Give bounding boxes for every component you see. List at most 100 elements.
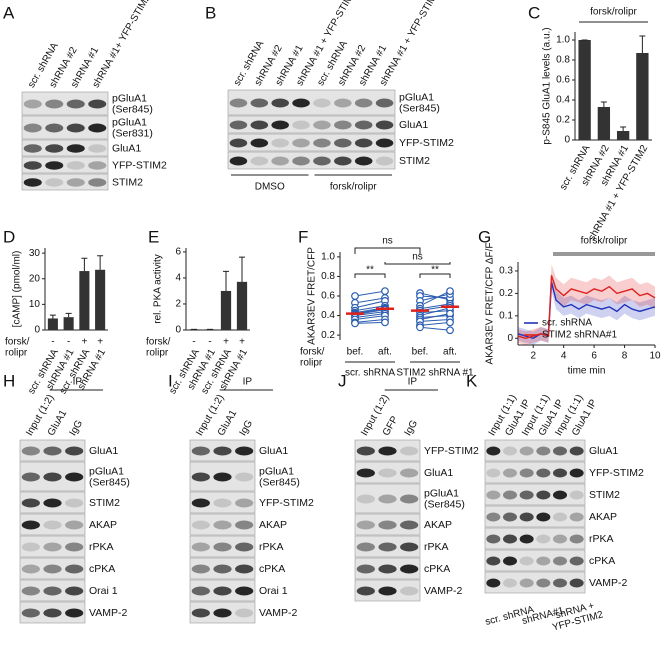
panel-letter: I [168, 371, 173, 390]
blot-band [378, 564, 397, 574]
blot-band [65, 520, 84, 530]
blot-band [536, 446, 551, 456]
band-label: GluA1 [589, 445, 618, 457]
blot-strip [484, 549, 586, 572]
significance: ns [412, 252, 423, 263]
y-tick-label: 0.3 [499, 266, 513, 277]
y-tick-label: 0.6 [556, 75, 570, 86]
blot-band [486, 490, 501, 500]
series-line [517, 275, 656, 339]
x-tick-label: bef. [412, 347, 429, 358]
pair-line [354, 290, 386, 297]
band-label: (Ser845) [399, 102, 440, 114]
blot-band [553, 446, 567, 456]
data-point [381, 318, 389, 327]
sig-bracket [354, 273, 386, 278]
error-bar [65, 312, 72, 318]
blot-band [400, 586, 419, 596]
blot-band [191, 608, 210, 618]
blot-band [191, 586, 210, 596]
pair-line [419, 293, 451, 302]
error-band [518, 273, 655, 345]
band-label: cPKA [589, 555, 615, 567]
blot-band [569, 578, 584, 588]
pair-line [419, 307, 451, 317]
ip-label: IP [243, 377, 253, 388]
treatment-sign: + [239, 337, 245, 348]
band-label: GluA1 [89, 445, 118, 457]
band-label: pGluA1 [112, 116, 147, 128]
blot-band [292, 120, 310, 130]
y-axis-label: AKAR3EV FRET/CFP [307, 247, 318, 345]
y-tick-label: 0.8 [321, 271, 335, 282]
band-label: STIM2 [112, 176, 143, 188]
blot-band [213, 564, 232, 574]
group-label: forsk/rolipr [330, 182, 377, 193]
blot-band [503, 446, 517, 456]
blot-band [250, 120, 269, 130]
blot-band [66, 178, 85, 187]
sig-bracket [354, 247, 421, 254]
blot-band [235, 564, 254, 574]
blot-band [45, 123, 64, 133]
error-bar [97, 255, 104, 270]
y-tick-label: 4 [175, 273, 181, 284]
blot-band [235, 498, 254, 508]
y-tick-label: 0.8 [556, 55, 570, 66]
bar [616, 131, 630, 140]
blot-strip [189, 513, 256, 536]
blot-band [356, 468, 375, 478]
blot-band [375, 138, 394, 148]
blot-band [569, 534, 584, 544]
blot-band [43, 520, 62, 530]
blot-band [313, 98, 331, 108]
blot-strip [227, 133, 396, 152]
blot-band [519, 468, 534, 478]
blot-strip [354, 461, 421, 484]
blot-band [88, 178, 107, 187]
blot-band [292, 138, 310, 148]
pair-line [354, 305, 386, 312]
blot-band [553, 556, 567, 566]
band-label: rPKA [259, 541, 284, 553]
panel-letter: K [466, 371, 478, 390]
band-label: VAMP-2 [589, 577, 627, 589]
pair-line [354, 315, 386, 320]
bar [47, 318, 58, 330]
group-label: scr. shRNA [345, 368, 395, 379]
blot-strip [484, 439, 586, 462]
blot-band [334, 120, 352, 130]
blot-band [65, 564, 84, 574]
blot-strip [484, 571, 586, 594]
blot-strip [354, 513, 421, 536]
y-tick-label: 0.4 [556, 95, 570, 106]
significance: ns [382, 236, 393, 247]
blot-band [375, 120, 394, 130]
x-tick-label: bef. [347, 347, 364, 358]
blot-band [21, 608, 40, 618]
blot-band [553, 578, 567, 588]
panel-letter: J [338, 371, 347, 390]
band-label: VAMP-2 [89, 607, 127, 619]
panel-letter: D [3, 227, 15, 246]
blot-strip [354, 483, 421, 514]
blot-band [66, 99, 85, 109]
blot-band [235, 472, 254, 482]
pair-line [354, 297, 386, 304]
blot-band [292, 156, 310, 166]
blot-band [519, 490, 534, 500]
band-label: pGluA1 [89, 465, 124, 477]
pair-line [419, 326, 451, 331]
band-label: rPKA [589, 533, 614, 545]
blot-band [213, 542, 232, 552]
error-bar [49, 314, 56, 319]
blot-band [378, 494, 397, 504]
band-label: STIM2 [89, 497, 120, 509]
y-axis-label: p-S845 GluA1 levels (a.u.) [542, 27, 553, 144]
pair-line [419, 313, 451, 320]
blot-band [292, 98, 310, 108]
blot-band [553, 490, 567, 500]
panel-letter: C [528, 3, 540, 22]
x-tick-label: aft. [443, 347, 457, 358]
blot-strip [21, 139, 109, 157]
